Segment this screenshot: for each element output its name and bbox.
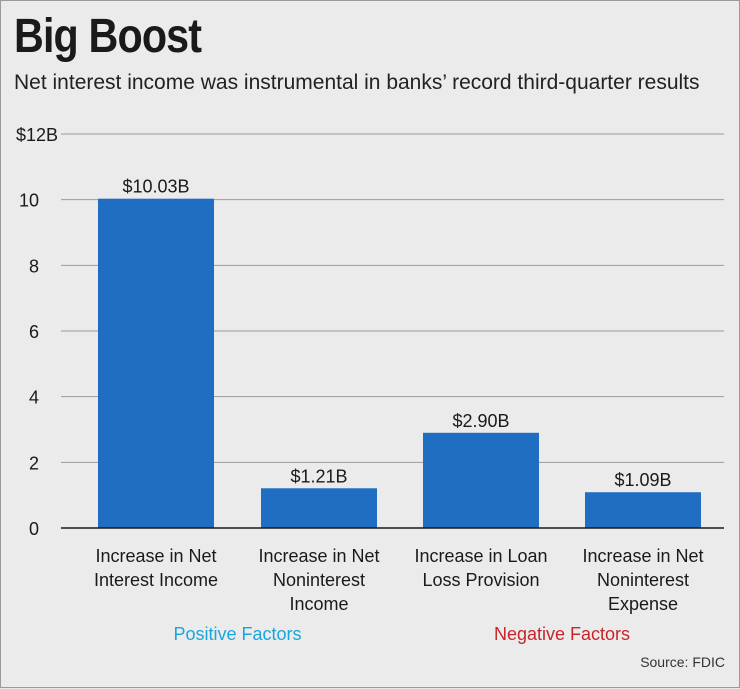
y-tick-label: 0 <box>29 519 39 539</box>
bar <box>98 198 214 528</box>
x-category-label: Increase in Net Interest Income <box>94 546 218 590</box>
y-tick-label: 4 <box>29 388 39 408</box>
bar-value-label: $1.21B <box>290 466 347 486</box>
bar <box>585 492 701 528</box>
y-tick-label: $12B <box>16 125 58 145</box>
negative-factors-label: Negative Factors <box>494 624 630 644</box>
bar <box>423 432 539 528</box>
x-category-label: Increase in Loan Loss Provision <box>414 546 547 590</box>
bar-value-label: $1.09B <box>614 470 671 490</box>
y-tick-label: 8 <box>29 256 39 276</box>
y-tick-label: 10 <box>19 191 39 211</box>
chart-title: Big Boost <box>14 10 202 63</box>
bar <box>261 488 377 528</box>
chart-subtitle: Net interest income was instrumental in … <box>14 71 700 94</box>
bar-value-label: $10.03B <box>122 177 189 197</box>
x-category-label: Increase in Net Noninterest Expense <box>582 546 703 614</box>
y-tick-label: 6 <box>29 322 39 342</box>
bar-value-label: $2.90B <box>452 411 509 431</box>
source-note: Source: FDIC <box>640 654 725 670</box>
x-category-label: Increase in Net Noninterest Income <box>258 546 379 614</box>
positive-factors-label: Positive Factors <box>173 624 301 644</box>
y-tick-label: 2 <box>29 453 39 473</box>
